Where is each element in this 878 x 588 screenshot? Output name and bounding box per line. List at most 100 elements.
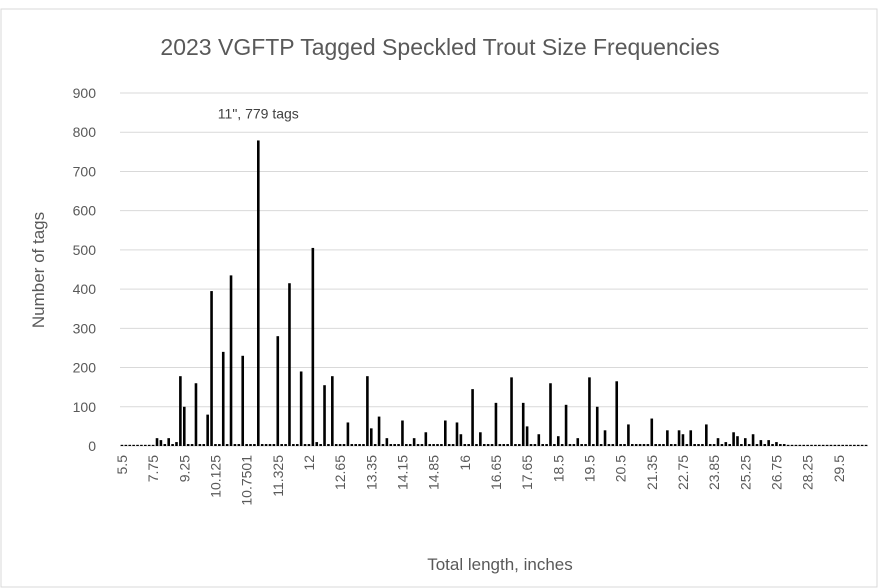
bar: [292, 444, 295, 446]
chart-title: 2023 VGFTP Tagged Speckled Trout Size Fr…: [160, 34, 719, 60]
bar: [658, 444, 661, 446]
bar: [136, 444, 139, 446]
bar: [401, 420, 404, 446]
bar: [697, 444, 700, 446]
bar: [786, 444, 790, 446]
bar: [179, 376, 182, 446]
bar: [615, 381, 619, 446]
bar: [194, 383, 198, 446]
bar: [132, 444, 135, 446]
bar: [327, 444, 330, 446]
bar: [533, 444, 537, 446]
bar: [490, 444, 494, 446]
bar: [221, 351, 225, 446]
bar: [264, 444, 268, 446]
bar: [541, 444, 544, 446]
x-tick-label: 5.5: [114, 455, 130, 475]
bar: [743, 438, 747, 446]
bar: [802, 444, 806, 446]
bar: [818, 444, 821, 446]
x-tick-label: 14.15: [394, 455, 410, 490]
bar: [708, 444, 712, 446]
bar: [260, 444, 264, 446]
bar: [782, 444, 786, 446]
bar: [241, 355, 245, 446]
bar: [716, 438, 720, 446]
bar: [284, 444, 287, 446]
bar: [280, 444, 283, 446]
x-tick-label: 17.65: [519, 455, 535, 490]
bar: [794, 444, 798, 446]
bar: [853, 444, 856, 446]
chart-border: [0, 8, 878, 588]
bar: [307, 444, 311, 446]
bar: [841, 444, 844, 446]
bar: [673, 444, 677, 446]
bar: [728, 444, 731, 446]
bar: [397, 444, 400, 446]
bar: [315, 442, 319, 446]
bar: [144, 444, 147, 446]
bar: [440, 444, 443, 446]
bar: [463, 444, 467, 446]
bar: [568, 444, 572, 446]
bar: [623, 444, 626, 446]
bar: [373, 444, 377, 446]
x-tick-label: 14.85: [426, 455, 442, 490]
bar: [175, 442, 178, 446]
bar: [712, 444, 716, 446]
bar: [654, 444, 657, 446]
bar: [779, 444, 782, 446]
bar: [549, 383, 552, 446]
bar: [182, 406, 186, 446]
bar: [634, 444, 638, 446]
bar: [775, 442, 778, 446]
x-tick-label: 21.35: [644, 455, 660, 490]
bar: [506, 444, 509, 446]
bar: [163, 444, 167, 446]
bar: [288, 283, 291, 446]
bar: [685, 444, 689, 446]
x-tick-label: 20.5: [613, 455, 629, 482]
bar: [790, 444, 794, 446]
bar: [486, 444, 490, 446]
bar: [206, 414, 209, 446]
bar: [436, 444, 439, 446]
bar: [210, 291, 213, 446]
bar: [358, 444, 361, 446]
x-tick-label: 16: [457, 455, 473, 471]
bar: [724, 442, 728, 446]
bar: [444, 420, 447, 446]
x-tick-label: 9.25: [176, 455, 192, 482]
bar: [829, 444, 833, 446]
bar: [740, 444, 743, 446]
bar: [233, 444, 237, 446]
bar: [331, 376, 334, 446]
x-tick-label: 16.65: [488, 455, 504, 490]
bar: [747, 444, 751, 446]
y-tick-label: 800: [73, 124, 97, 140]
y-tick-label: 0: [88, 438, 96, 454]
bar: [650, 418, 654, 446]
bar: [198, 444, 202, 446]
y-tick-label: 300: [73, 320, 97, 336]
bar: [455, 422, 459, 446]
bar: [584, 444, 587, 446]
bar: [576, 438, 580, 446]
bar: [669, 444, 673, 446]
bar: [751, 434, 755, 446]
bar: [518, 444, 521, 446]
bar: [268, 444, 272, 446]
bar: [611, 444, 615, 446]
bar: [120, 444, 124, 446]
y-tick-label: 100: [73, 399, 97, 415]
bar: [572, 444, 576, 446]
bar: [677, 430, 681, 446]
bar: [646, 444, 650, 446]
y-tick-label: 600: [73, 203, 97, 219]
bar: [381, 444, 385, 446]
bar: [124, 444, 128, 446]
bar: [257, 140, 260, 446]
bar: [849, 444, 852, 446]
bar: [366, 376, 369, 446]
